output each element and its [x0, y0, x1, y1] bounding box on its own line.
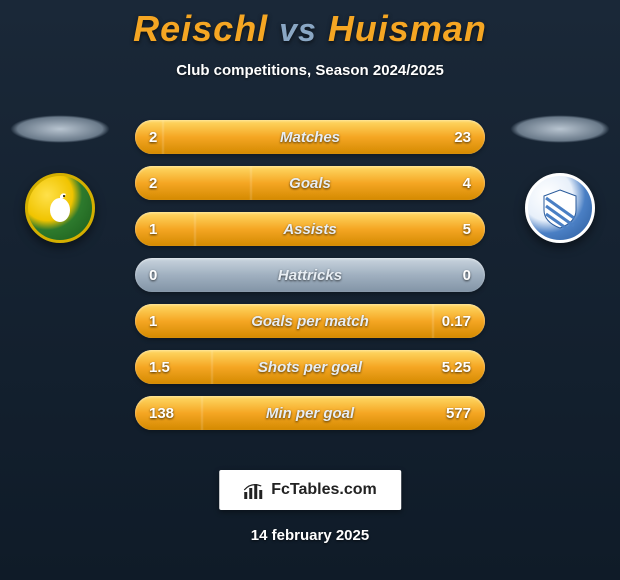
stat-row: 1 Assists 5: [135, 212, 485, 246]
club-badge-right: [525, 173, 595, 243]
club-badge-left: [25, 173, 95, 243]
stat-fill-left: [135, 212, 195, 246]
stat-row: 2 Matches 23: [135, 120, 485, 154]
stat-value-left: 1.5: [149, 359, 170, 376]
stat-row: 138 Min per goal 577: [135, 396, 485, 430]
bar-chart-icon: [243, 480, 263, 500]
stats-container: 2 Matches 23 2 Goals 4 1 Assists 5 0 Hattricks 0 1 Go…: [135, 120, 485, 442]
stat-label: Shots per goal: [258, 359, 362, 376]
stat-value-right: 0.17: [442, 313, 471, 330]
stat-row: 2 Goals 4: [135, 166, 485, 200]
stat-label: Assists: [283, 221, 336, 238]
player2-name: Huisman: [328, 8, 487, 49]
stat-value-right: 5: [463, 221, 471, 238]
player1-name: Reischl: [133, 8, 268, 49]
stat-label: Min per goal: [266, 405, 354, 422]
comparison-title: Reischl vs Huisman: [0, 0, 620, 50]
stat-value-right: 577: [446, 405, 471, 422]
player1-avatar-placeholder: [10, 115, 110, 143]
stat-value-left: 138: [149, 405, 174, 422]
stat-value-left: 1: [149, 313, 157, 330]
stat-label: Matches: [280, 129, 340, 146]
shield-icon: [538, 186, 582, 230]
player2-avatar-placeholder: [510, 115, 610, 143]
stat-row: 0 Hattricks 0: [135, 258, 485, 292]
stat-label: Goals per match: [251, 313, 369, 330]
player1-column: [0, 115, 120, 243]
stat-row: 1.5 Shots per goal 5.25: [135, 350, 485, 384]
stat-label: Hattricks: [278, 267, 342, 284]
stat-value-right: 0: [463, 267, 471, 284]
brand-name: FcTables.com: [271, 481, 377, 499]
stat-value-left: 1: [149, 221, 157, 238]
date-label: 14 february 2025: [0, 527, 620, 544]
subtitle: Club competitions, Season 2024/2025: [0, 62, 620, 79]
stat-value-left: 2: [149, 129, 157, 146]
stat-value-right: 5.25: [442, 359, 471, 376]
brand-box[interactable]: FcTables.com: [219, 470, 401, 510]
vs-label: vs: [279, 12, 317, 48]
stat-fill-right: [251, 166, 486, 200]
stat-value-right: 4: [463, 175, 471, 192]
stat-row: 1 Goals per match 0.17: [135, 304, 485, 338]
stat-value-left: 0: [149, 267, 157, 284]
stat-fill-left: [135, 350, 212, 384]
player2-column: [500, 115, 620, 243]
stat-value-right: 23: [454, 129, 471, 146]
stat-value-left: 2: [149, 175, 157, 192]
stat-label: Goals: [289, 175, 331, 192]
stat-fill-right: [195, 212, 486, 246]
stork-icon: [40, 188, 80, 228]
